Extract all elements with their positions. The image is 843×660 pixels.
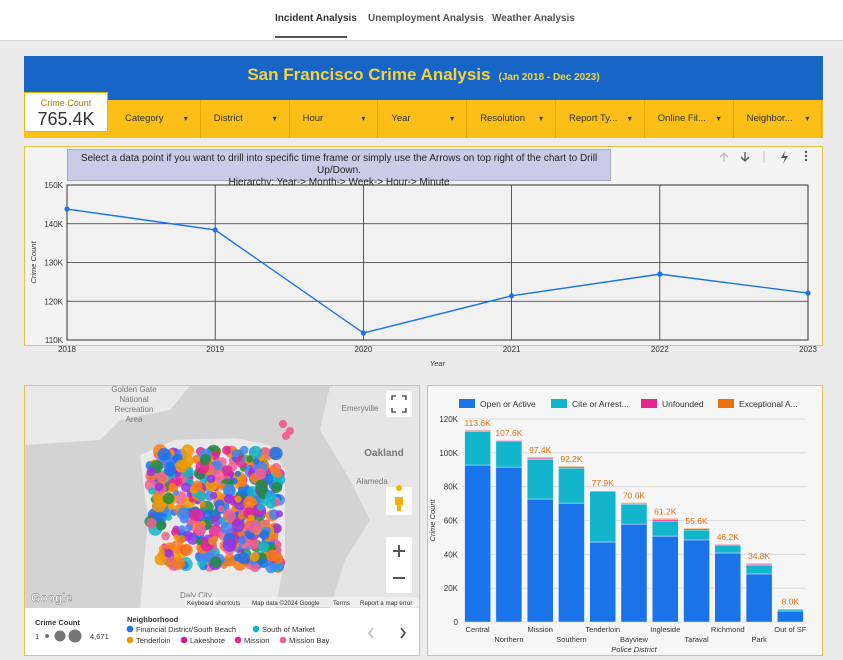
x-tick-label: 2021 [503, 345, 521, 354]
x-tick-label: 2023 [799, 345, 817, 354]
filter[interactable]: Online Fil... ▾ [645, 100, 734, 138]
tab-underline [275, 36, 347, 38]
filter[interactable]: Category ▾ [112, 100, 201, 138]
filter[interactable]: Neighbor... ▾ [734, 100, 823, 138]
filter-label: Hour [302, 113, 324, 124]
title: San Francisco Crime Analysis [247, 65, 491, 84]
x-tick-label: 2019 [206, 345, 224, 354]
scorecard-value: 765.4K [37, 109, 95, 129]
filter[interactable]: Resolution ▾ [467, 100, 556, 138]
dropdown-caret: ▾ [272, 114, 277, 123]
tab[interactable]: Weather Analysis [492, 13, 575, 24]
dropdown-caret: ▾ [450, 114, 455, 123]
tab-bar: Incident Analysis Unemployment Analysis … [0, 0, 843, 41]
dropdown-caret: ▾ [538, 114, 543, 123]
subtitle: (Jan 2018 - Dec 2023) [498, 72, 600, 83]
dropdown-caret: ▾ [183, 114, 188, 123]
dropdown-caret: ▾ [716, 114, 721, 123]
dropdown-caret: ▾ [627, 114, 632, 123]
note-line: Hierarchy: Year-> Month-> Week-> Hour-> … [228, 177, 450, 188]
bar-panel [427, 385, 823, 656]
dropdown-caret: ▾ [361, 114, 366, 123]
filter[interactable]: Report Ty... ▾ [556, 100, 645, 138]
x-tick-label: 2018 [58, 345, 76, 354]
map-panel [24, 385, 420, 656]
note-line: Select a data point if you want to drill… [80, 153, 598, 176]
filter-label: Online Fil... [657, 113, 706, 124]
scorecard: Crime Count 765.4K [24, 92, 108, 132]
header: San Francisco Crime Analysis (Jan 2018 - … [24, 56, 823, 100]
tab[interactable]: Unemployment Analysis [368, 13, 484, 24]
filter[interactable]: Year ▾ [378, 100, 468, 138]
dropdown-caret: ▾ [805, 114, 810, 123]
filter-bar: Category ▾ District ▾ Hour ▾ Year ▾ Resolution ▾ R… [24, 100, 823, 138]
scorecard-label: Crime Count [40, 98, 92, 108]
filter-label: District [213, 113, 243, 124]
note: Select a data point if you want to drill… [67, 149, 611, 188]
filter[interactable]: Hour ▾ [290, 100, 379, 138]
x-tick-label: 2022 [651, 345, 669, 354]
filter-label: Resolution [480, 113, 526, 124]
x-tick-label: 2020 [355, 345, 373, 354]
tab[interactable]: Incident Analysis [275, 13, 357, 24]
filter-label: Year [391, 113, 411, 124]
filter[interactable]: District ▾ [201, 100, 290, 138]
filter-label: Report Ty... [569, 113, 618, 124]
filter-label: Category [125, 113, 164, 124]
filter-label: Neighbor... [746, 113, 793, 124]
x-axis-label: Year [430, 359, 446, 368]
